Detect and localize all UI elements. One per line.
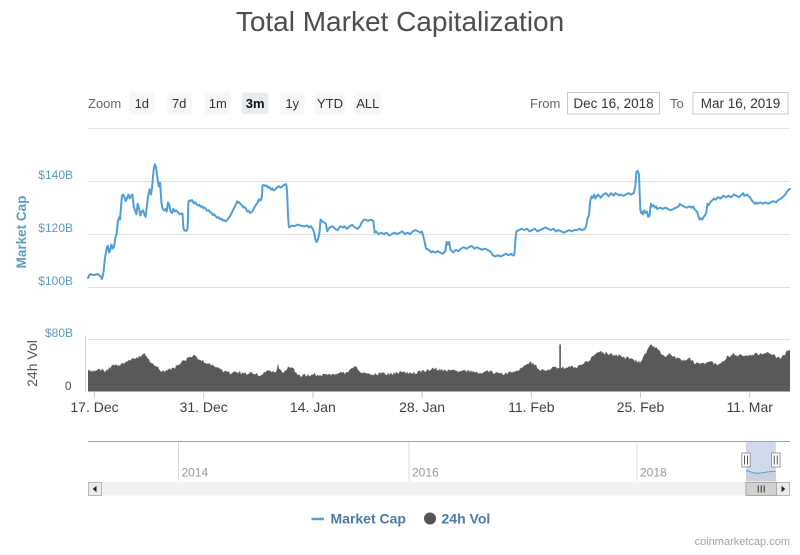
svg-text:0: 0 — [65, 379, 72, 393]
svg-text:coinmarketcap.com: coinmarketcap.com — [695, 536, 790, 548]
svg-text:1d: 1d — [135, 96, 149, 111]
svg-text:2014: 2014 — [182, 466, 209, 480]
svg-text:11. Feb: 11. Feb — [508, 399, 555, 415]
svg-text:$100B: $100B — [38, 274, 73, 288]
svg-text:YTD: YTD — [317, 96, 343, 111]
svg-text:31. Dec: 31. Dec — [180, 399, 228, 415]
svg-text:Dec 16, 2018: Dec 16, 2018 — [573, 96, 653, 111]
svg-text:From: From — [530, 96, 560, 111]
svg-text:1m: 1m — [209, 96, 227, 111]
svg-text:24h Vol: 24h Vol — [24, 340, 40, 387]
svg-text:7d: 7d — [172, 96, 186, 111]
svg-text:11. Mar: 11. Mar — [726, 399, 773, 415]
svg-text:24h Vol: 24h Vol — [442, 511, 491, 527]
svg-text:Market Cap: Market Cap — [331, 511, 406, 527]
svg-text:Market Cap: Market Cap — [14, 196, 29, 269]
svg-text:14. Jan: 14. Jan — [290, 399, 336, 415]
svg-text:To: To — [670, 96, 684, 111]
svg-text:Mar 16, 2019: Mar 16, 2019 — [701, 96, 781, 111]
svg-text:$120B: $120B — [38, 221, 73, 235]
svg-text:Zoom: Zoom — [88, 96, 121, 111]
svg-text:17. Dec: 17. Dec — [70, 399, 118, 415]
svg-text:ALL: ALL — [356, 96, 379, 111]
svg-text:28. Jan: 28. Jan — [399, 399, 445, 415]
svg-text:2016: 2016 — [412, 466, 439, 480]
svg-text:3m: 3m — [246, 96, 265, 111]
svg-text:$80B: $80B — [45, 326, 73, 340]
svg-text:Total Market Capitalization: Total Market Capitalization — [236, 6, 564, 37]
svg-text:$140B: $140B — [38, 168, 73, 182]
svg-text:25. Feb: 25. Feb — [617, 399, 665, 415]
svg-text:1y: 1y — [285, 96, 299, 111]
svg-text:2018: 2018 — [640, 466, 667, 480]
